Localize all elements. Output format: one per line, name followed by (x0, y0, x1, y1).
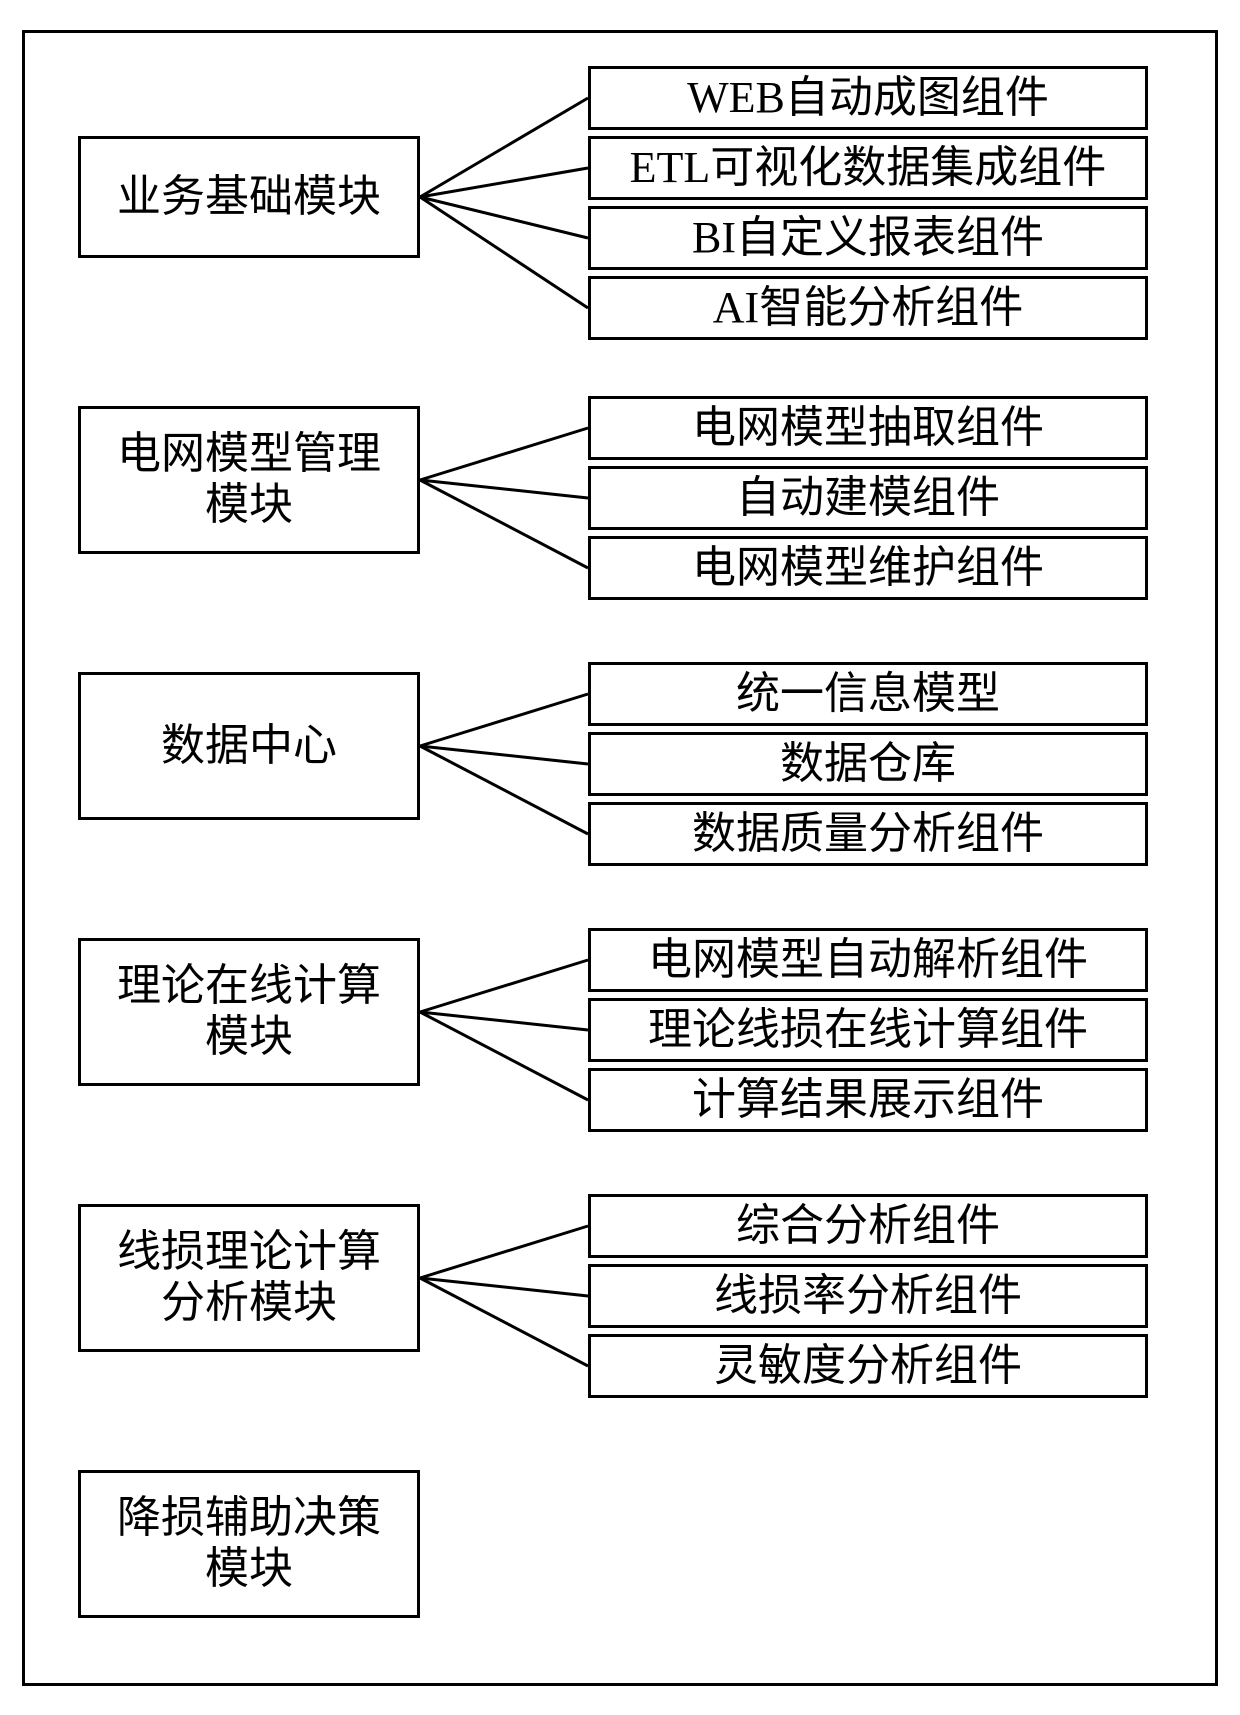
module-theory-online-calc: 理论在线计算 模块 (78, 938, 420, 1086)
module-business-foundation: 业务基础模块 (78, 136, 420, 258)
component-grid-model-maint: 电网模型维护组件 (588, 536, 1148, 600)
component-unified-info-model: 统一信息模型 (588, 662, 1148, 726)
module-grid-model-mgmt: 电网模型管理 模块 (78, 406, 420, 554)
component-data-warehouse: 数据仓库 (588, 732, 1148, 796)
component-theory-lineloss-calc: 理论线损在线计算组件 (588, 998, 1148, 1062)
component-auto-modeling: 自动建模组件 (588, 466, 1148, 530)
module-loss-reduction-decision: 降损辅助决策 模块 (78, 1470, 420, 1618)
component-grid-model-extract: 电网模型抽取组件 (588, 396, 1148, 460)
component-calc-result-display: 计算结果展示组件 (588, 1068, 1148, 1132)
component-lineloss-rate-analysis: 线损率分析组件 (588, 1264, 1148, 1328)
component-grid-auto-parse: 电网模型自动解析组件 (588, 928, 1148, 992)
diagram-canvas: 业务基础模块 WEB自动成图组件ETL可视化数据集成组件BI自定义报表组件AI智能… (0, 0, 1240, 1715)
component-web-auto-chart: WEB自动成图组件 (588, 66, 1148, 130)
component-bi-custom-report: BI自定义报表组件 (588, 206, 1148, 270)
component-comprehensive-analysis: 综合分析组件 (588, 1194, 1148, 1258)
module-data-center: 数据中心 (78, 672, 420, 820)
component-sensitivity-analysis: 灵敏度分析组件 (588, 1334, 1148, 1398)
component-ai-smart-analysis: AI智能分析组件 (588, 276, 1148, 340)
component-data-quality: 数据质量分析组件 (588, 802, 1148, 866)
component-etl-visual-data: ETL可视化数据集成组件 (588, 136, 1148, 200)
module-lineloss-theory-analysis: 线损理论计算 分析模块 (78, 1204, 420, 1352)
